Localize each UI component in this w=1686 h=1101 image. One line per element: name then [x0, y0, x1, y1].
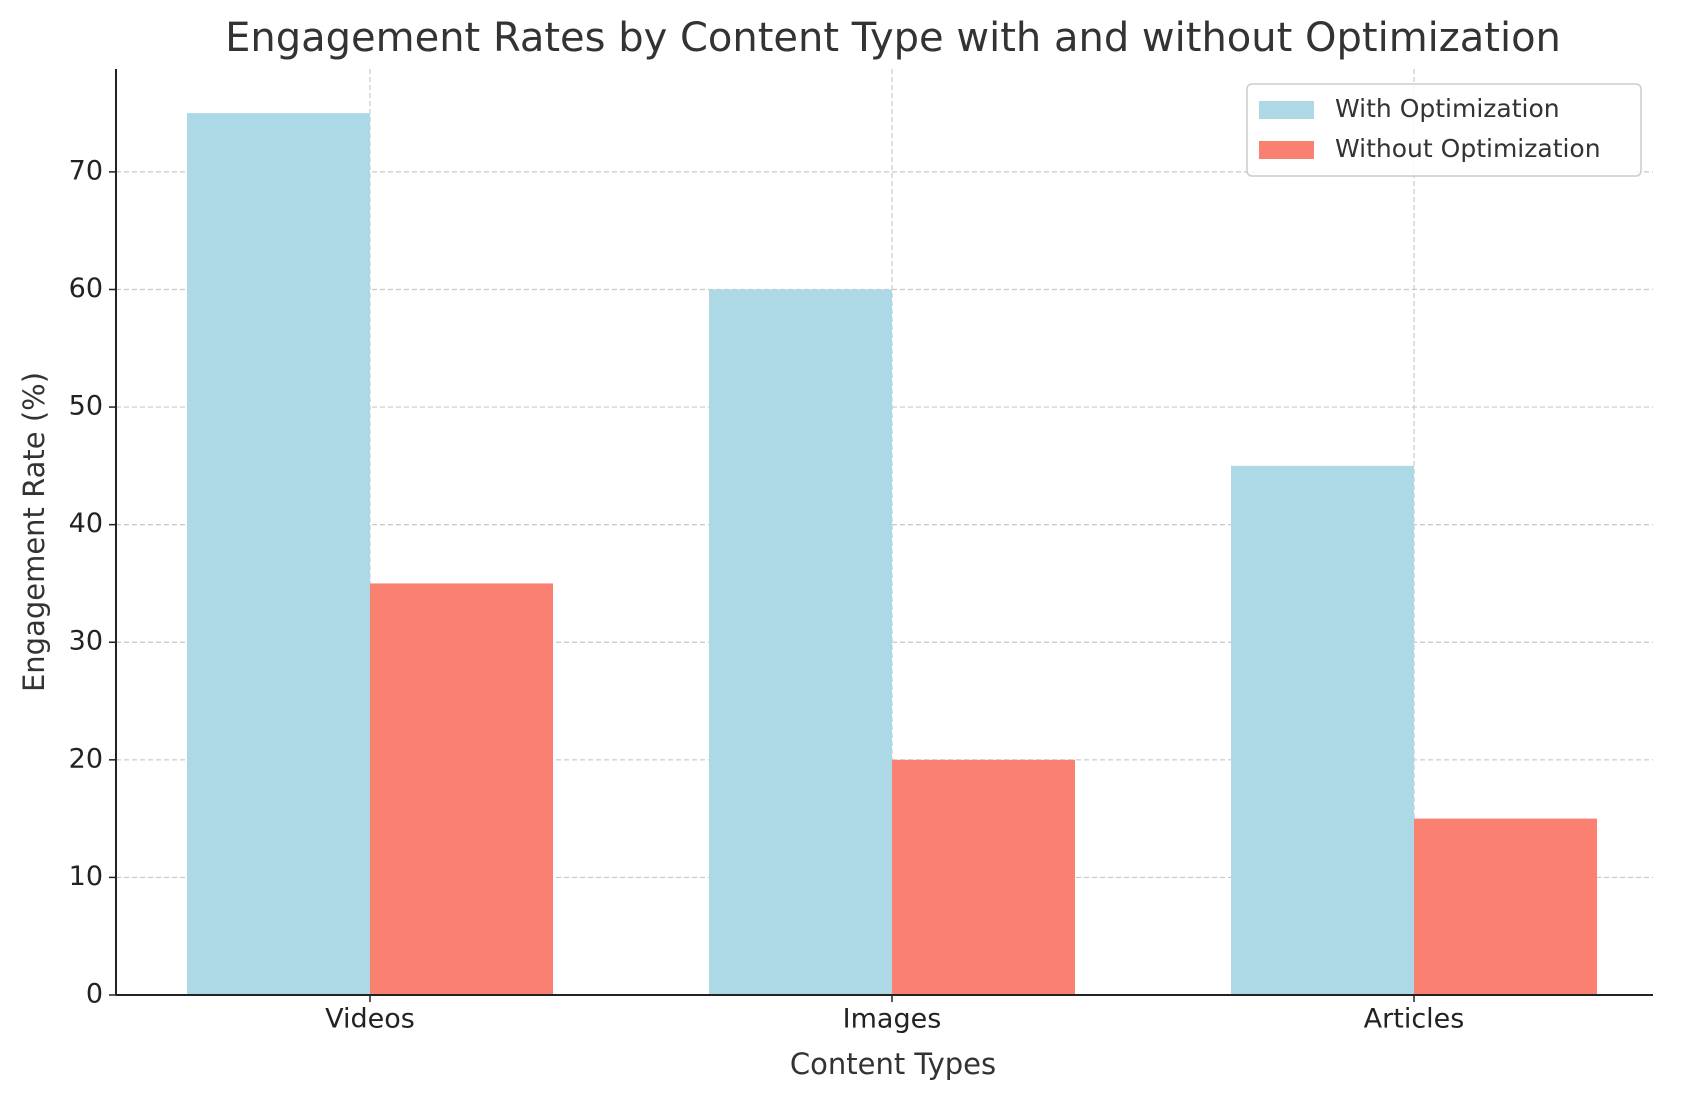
bar — [709, 289, 892, 995]
chart-title: Engagement Rates by Content Type with an… — [225, 15, 1561, 61]
x-tick-label: Images — [843, 1004, 942, 1035]
bar — [1414, 818, 1597, 995]
x-axis-label: Content Types — [790, 1047, 996, 1081]
bar — [370, 583, 553, 995]
bar — [187, 113, 370, 996]
y-tick-label: 20 — [69, 743, 103, 774]
y-tick-label: 0 — [86, 979, 103, 1010]
legend-frame — [1246, 83, 1642, 177]
legend-swatch — [1259, 141, 1314, 159]
y-tick-label: 50 — [69, 391, 103, 422]
y-tick-label: 60 — [69, 273, 103, 304]
legend-label: With Optimization — [1335, 94, 1560, 123]
y-axis-label: Engagement Rate (%) — [17, 372, 51, 692]
bar — [1231, 465, 1414, 995]
x-tick-label: Videos — [325, 1004, 415, 1035]
y-tick-label: 10 — [69, 861, 103, 892]
legend-swatch — [1259, 101, 1314, 119]
x-tick-label: Articles — [1364, 1004, 1465, 1035]
bar — [892, 759, 1075, 995]
y-tick-label: 40 — [69, 508, 103, 539]
y-tick-label: 30 — [69, 626, 103, 657]
legend-label: Without Optimization — [1335, 134, 1601, 163]
y-tick-label: 70 — [69, 155, 103, 186]
legend: With Optimization Without Optimization — [1246, 83, 1642, 177]
